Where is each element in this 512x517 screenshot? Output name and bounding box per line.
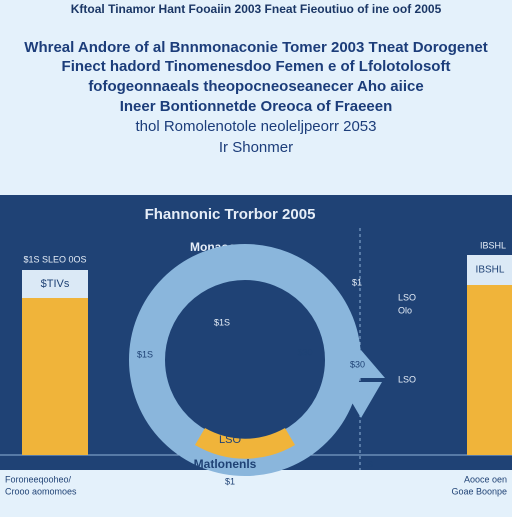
heading-line: Finect hadord Tinomenesdoo Femen e of Lf… bbox=[62, 58, 451, 75]
heading-line: Ineer Bontionnetde Oreoca of Fraeeen bbox=[120, 98, 393, 115]
donut-segment bbox=[195, 428, 295, 459]
side-label: LSO bbox=[398, 292, 416, 302]
donut-footer: Matlonenls bbox=[194, 457, 257, 471]
footer-text: Foroneeqooheo/ bbox=[5, 474, 72, 484]
triangle-up bbox=[337, 350, 385, 378]
heading-line: thol Romolenotole neoleljpeorr 2053 bbox=[136, 118, 377, 135]
donut-footer-sub: $1 bbox=[225, 476, 235, 486]
footer-text: Crooo aomomoes bbox=[5, 486, 77, 496]
side-label: Olo bbox=[398, 305, 412, 315]
heading-line: Ir Shonmer bbox=[219, 139, 293, 156]
side-label: $1 bbox=[352, 277, 362, 287]
donut-label: $1S bbox=[214, 317, 230, 327]
side-label: LS bbox=[362, 459, 373, 469]
left-top-label: $1S SLEO 0OS bbox=[23, 254, 86, 264]
triangle-down bbox=[340, 382, 382, 418]
left-bar bbox=[22, 298, 88, 455]
right-bar bbox=[467, 285, 512, 455]
side-label: $30 bbox=[350, 359, 365, 369]
top-line: Kftoal Tinamor Hant Fooaiin 2003 Fneat F… bbox=[71, 2, 442, 16]
left-bar-cap bbox=[22, 270, 88, 298]
panel-title: Fhannonic Trorbor 2005 bbox=[145, 206, 316, 223]
donut-label: $1S bbox=[137, 349, 153, 359]
right-bar-cap bbox=[467, 255, 512, 285]
donut-label: LSO bbox=[219, 434, 241, 446]
heading-line: fofogeonnaeals theopocneoseanecer Aho ai… bbox=[88, 78, 423, 95]
footer-text: Goae Boonpe bbox=[451, 486, 507, 496]
footer-text: Aooce oen bbox=[464, 474, 507, 484]
right-bar-label: IBSHL bbox=[476, 265, 505, 276]
left-bar-label: $TIVs bbox=[41, 278, 70, 290]
donut-label: $30 bbox=[297, 347, 312, 357]
side-label: LSO bbox=[398, 374, 416, 384]
right-top-label: IBSHL bbox=[480, 240, 506, 250]
heading-line: Whreal Andore of al Bnnmonaconie Tomer 2… bbox=[24, 39, 487, 56]
